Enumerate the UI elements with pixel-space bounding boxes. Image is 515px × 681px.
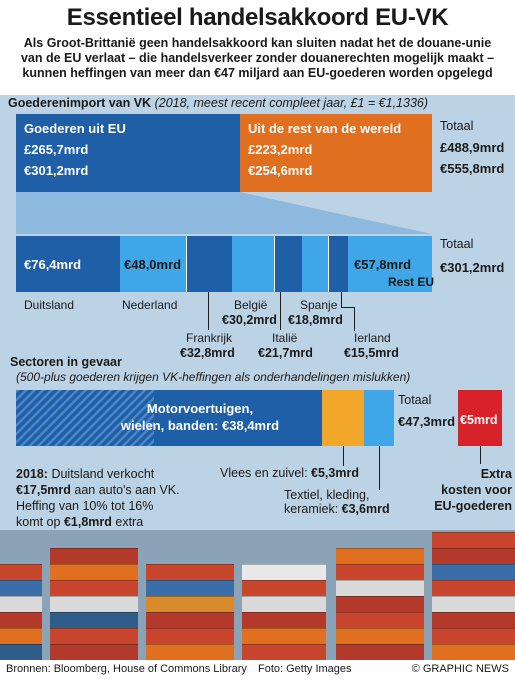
rest-eu-value: €57,8mrd bbox=[354, 257, 412, 272]
extra-line: Extra bbox=[480, 467, 512, 481]
extra-leader bbox=[480, 446, 481, 464]
belgium-label: België bbox=[234, 298, 268, 312]
sectors-heading: Sectoren in gevaar bbox=[10, 355, 122, 369]
countries-total-value: €301,2mrd bbox=[440, 260, 505, 275]
imports-total-label: Totaal bbox=[440, 119, 474, 133]
vehicles-label-line: Motorvoertuigen, bbox=[146, 401, 254, 416]
imports-total-gbp: £488,9mrd bbox=[440, 140, 505, 155]
extra-line: kosten voor bbox=[441, 483, 512, 497]
italy-leader bbox=[280, 292, 281, 330]
textile-label-line: Textiel, kleding, bbox=[284, 488, 370, 502]
segment-spain bbox=[302, 236, 328, 292]
italy-label: Italië bbox=[272, 331, 298, 345]
ireland-leader-h bbox=[341, 307, 355, 308]
segment-france bbox=[186, 236, 232, 292]
germany-label: Duitsland bbox=[24, 298, 75, 312]
subtitle-line: van de EU verlaat – die handelsverkeer z… bbox=[20, 51, 495, 65]
textile-leader bbox=[379, 446, 380, 490]
textile-segment bbox=[364, 390, 394, 446]
germany-value: €76,4mrd bbox=[24, 257, 82, 272]
dairy-leader bbox=[343, 446, 344, 466]
sectors-total: Totaal €47,3mrd bbox=[398, 392, 455, 430]
countries-total: Totaal €301,2mrd bbox=[440, 236, 504, 276]
segment-germany: €76,4mrd bbox=[16, 236, 120, 292]
france-leader bbox=[208, 292, 209, 330]
funnel-connector bbox=[16, 192, 432, 234]
ireland-leader-v bbox=[341, 292, 342, 308]
segment-italy bbox=[274, 236, 302, 292]
eu-goods-bar: Goederen uit EU £265,7mrd €301,2mrd bbox=[16, 114, 240, 192]
extra-cost-bar: €5mrd bbox=[458, 390, 502, 446]
france-label: Frankrijk bbox=[186, 331, 233, 345]
footer-copyright: © GRAPHIC NEWS bbox=[411, 663, 509, 675]
extra-cost-label: Extra kosten voor EU-goederen bbox=[420, 466, 512, 514]
page-title: Essentieel handelsakkoord EU-VK bbox=[66, 4, 449, 31]
imports-note: (2018, meest recent compleet jaar, £1 = … bbox=[154, 96, 429, 110]
sectors-total-value: €47,3mrd bbox=[398, 414, 456, 429]
eu-goods-label: Goederen uit EU bbox=[24, 121, 126, 136]
rest-eu-label: Rest EU bbox=[388, 275, 435, 289]
segment-belgium bbox=[232, 236, 274, 292]
footer: Bronnen: Bloomberg, House of Commons Lib… bbox=[0, 660, 515, 681]
belgium-value: €30,2mrd bbox=[222, 313, 277, 327]
imports-total-eur: €555,8mrd bbox=[440, 161, 505, 176]
ireland-label: Ierland bbox=[354, 331, 391, 345]
vehicles-label: Motorvoertuigen, wielen, banden: €38,4mr… bbox=[100, 400, 300, 434]
textile-label: Textiel, kleding, keramiek: €3,6mrd bbox=[284, 488, 390, 516]
vehicles-bar bbox=[16, 390, 322, 446]
container-ship-photo bbox=[0, 530, 515, 660]
segment-rest-eu: €57,8mrd bbox=[348, 236, 432, 292]
netherlands-value: €48,0mrd bbox=[124, 257, 182, 272]
rest-of-world-label: Uit de rest van de wereld bbox=[248, 121, 402, 136]
imports-total: Totaal £488,9mrd €555,8mrd bbox=[440, 118, 504, 177]
subtitle-line: kunnen heffingen van meer dan €47 miljar… bbox=[22, 66, 493, 80]
subtitle: Als Groot-Brittanië geen handelsakkoord … bbox=[0, 36, 515, 81]
segment-netherlands: €48,0mrd bbox=[120, 236, 186, 292]
extra-cost-value: €5mrd bbox=[460, 413, 498, 427]
italy-value: €21,7mrd bbox=[258, 346, 313, 360]
france-value: €32,8mrd bbox=[180, 346, 235, 360]
eu-goods-gbp: £265,7mrd bbox=[24, 142, 89, 157]
dairy-segment bbox=[322, 390, 364, 446]
extra-line: EU-goederen bbox=[434, 499, 512, 513]
dairy-label: Vlees en zuivel: €5,3mrd bbox=[220, 466, 359, 480]
imports-heading: Goederenimport van VK (2018, meest recen… bbox=[8, 96, 429, 110]
rest-of-world-gbp: £223,2mrd bbox=[248, 142, 313, 157]
footer-photo-credit: Foto: Getty Images bbox=[258, 663, 352, 675]
ireland-value: €15,5mrd bbox=[344, 346, 399, 360]
sectors-note: (500-plus goederen krijgen VK-heffingen … bbox=[16, 370, 411, 384]
subtitle-line: Als Groot-Brittanië geen handelsakkoord … bbox=[23, 36, 492, 50]
sectors-total-label: Totaal bbox=[398, 393, 432, 407]
ireland-leader-v2 bbox=[354, 307, 355, 331]
netherlands-label: Nederland bbox=[122, 298, 178, 312]
note-line: Heffing van 10% tot 16% bbox=[16, 499, 154, 513]
countries-total-label: Totaal bbox=[440, 237, 474, 251]
rest-of-world-eur: €254,6mrd bbox=[248, 163, 313, 178]
country-bar: €76,4mrd €48,0mrd €57,8mrd bbox=[16, 236, 432, 292]
germany-cars-note: 2018: Duitsland verkocht €17,5mrd aan au… bbox=[16, 467, 180, 529]
rest-of-world-bar: Uit de rest van de wereld £223,2mrd €254… bbox=[240, 114, 432, 192]
footer-sources: Bronnen: Bloomberg, House of Commons Lib… bbox=[6, 663, 247, 675]
spain-label: Spanje bbox=[300, 298, 338, 312]
eu-goods-eur: €301,2mrd bbox=[24, 163, 89, 178]
vehicles-label-line: wielen, banden: €38,4mrd bbox=[120, 418, 280, 433]
spain-value: €18,8mrd bbox=[288, 313, 343, 327]
segment-ireland bbox=[328, 236, 348, 292]
